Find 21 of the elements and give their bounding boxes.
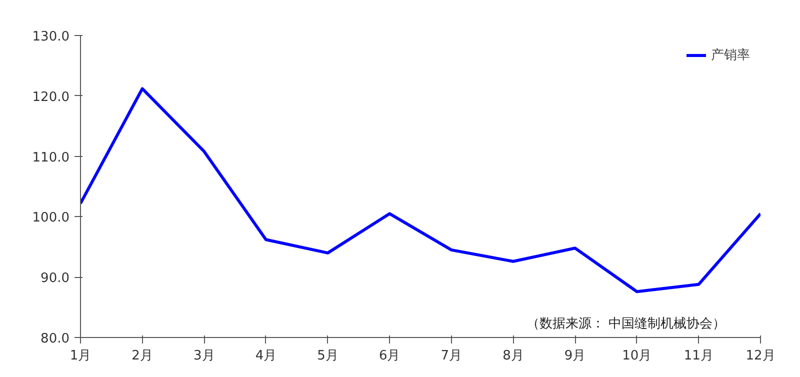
y-tick-label: 80.0 <box>40 332 70 346</box>
x-tick-label: 11月 <box>684 348 714 364</box>
y-tick-label: 130.0 <box>32 30 70 44</box>
y-tick-label: 110.0 <box>32 150 70 166</box>
x-tick-label: 12月 <box>746 348 776 364</box>
annotation: （数据来源： 中国缝制机械协会） <box>526 316 726 332</box>
x-tick-label: 7月 <box>440 348 462 364</box>
y-tick-label: 90.0 <box>40 271 70 286</box>
line-series <box>80 87 760 294</box>
x-tick-label: 3月 <box>194 348 215 364</box>
x-tick-label: 8月 <box>502 348 524 364</box>
y-tick-label: 120.0 <box>32 90 70 105</box>
x-tick-label: 5月 <box>317 348 338 364</box>
x-tick-label: 2月 <box>132 348 153 364</box>
x-tick-label: 9月 <box>564 348 586 364</box>
x-tick-label: 10月 <box>622 348 652 364</box>
x-tick-label: 4月 <box>255 348 277 364</box>
legend-label: 产销率 <box>711 47 750 64</box>
x-tick-label: 6月 <box>378 348 400 364</box>
y-tick-label: 100.0 <box>32 210 70 226</box>
x-tick-label: 1月 <box>70 348 92 364</box>
